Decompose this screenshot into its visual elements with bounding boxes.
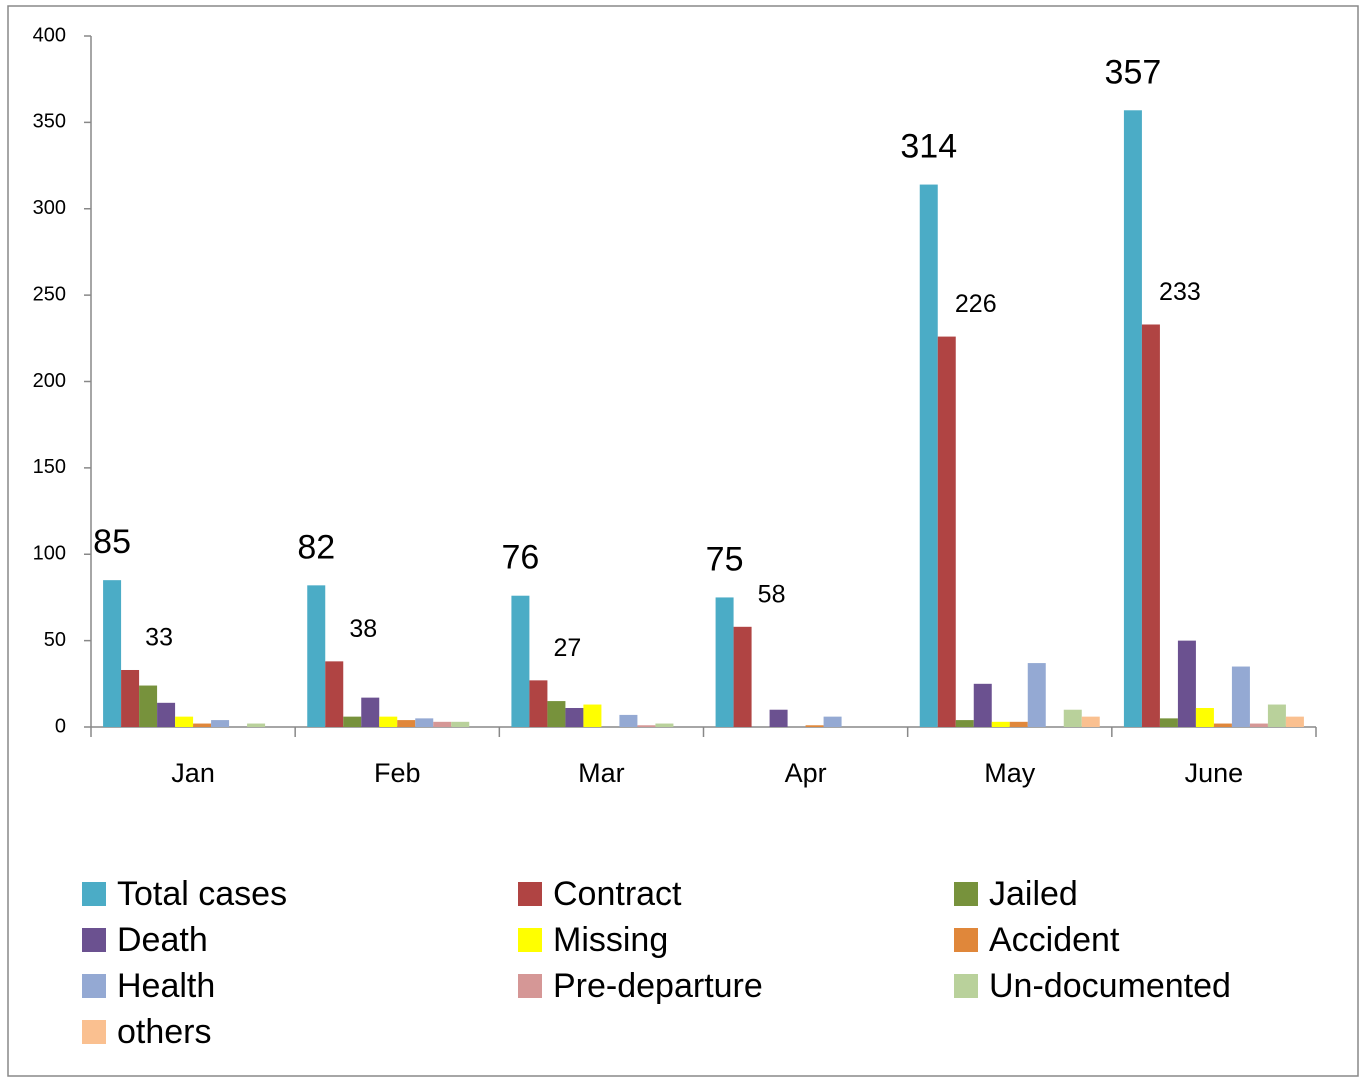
- bar: [157, 702, 176, 727]
- y-tick-label: 400: [33, 24, 66, 46]
- y-tick-label: 350: [33, 111, 66, 133]
- legend-swatch: [954, 974, 978, 998]
- x-tick-label: Feb: [374, 758, 421, 788]
- bar: [121, 669, 140, 727]
- bar: [1123, 110, 1142, 728]
- bar: [433, 721, 452, 727]
- data-label: 357: [1105, 53, 1162, 91]
- bar: [919, 184, 938, 727]
- bar: [247, 723, 266, 727]
- bar: [973, 683, 992, 727]
- data-label: 233: [1159, 278, 1201, 306]
- bar: [361, 697, 380, 727]
- bar: [451, 721, 470, 727]
- y-tick-label: 50: [44, 629, 66, 651]
- data-label: 58: [758, 580, 786, 608]
- y-tick-label: 150: [33, 456, 66, 478]
- data-label: 33: [145, 624, 173, 652]
- bar: [325, 661, 344, 727]
- data-label: 85: [93, 523, 131, 561]
- legend-label: others: [117, 1013, 212, 1051]
- bar: [415, 718, 434, 727]
- bar: [397, 720, 416, 727]
- bar: [583, 704, 602, 727]
- bar: [1081, 716, 1100, 727]
- legend-swatch: [82, 974, 106, 998]
- y-tick-label: 100: [33, 543, 66, 565]
- bar: [1159, 718, 1178, 727]
- y-tick-label: 200: [33, 370, 66, 392]
- bar: [1285, 716, 1304, 727]
- bar: [733, 626, 752, 727]
- legend-swatch: [518, 928, 542, 952]
- data-label: 82: [297, 528, 335, 566]
- bar: [139, 685, 158, 727]
- bar: [823, 716, 842, 727]
- bar: [529, 680, 548, 727]
- bar: [193, 723, 212, 727]
- bar: [1249, 723, 1268, 727]
- x-tick-label: May: [984, 758, 1036, 788]
- data-label: 76: [502, 539, 540, 577]
- legend-swatch: [82, 1020, 106, 1044]
- legend-label: Accident: [989, 921, 1120, 959]
- bar: [637, 725, 656, 727]
- bar: [1009, 721, 1028, 727]
- legend-label: Death: [117, 921, 208, 959]
- bar: [619, 714, 638, 727]
- data-label: 27: [554, 634, 582, 662]
- legend-label: Jailed: [989, 875, 1078, 913]
- data-label: 226: [955, 290, 997, 318]
- legend-label: Un-documented: [989, 967, 1231, 1005]
- x-tick-label: Apr: [785, 758, 827, 788]
- x-tick-label: June: [1185, 758, 1244, 788]
- legend-label: Pre-departure: [553, 967, 763, 1005]
- bar: [1177, 640, 1196, 727]
- data-label: 75: [706, 540, 744, 578]
- bar: [805, 725, 824, 727]
- legend-swatch: [518, 882, 542, 906]
- bar: [937, 336, 956, 727]
- legend-label: Contract: [553, 875, 682, 913]
- bar: [1141, 324, 1160, 727]
- bar: [103, 580, 122, 727]
- bar: [1195, 707, 1214, 727]
- bar: [307, 585, 326, 727]
- legend-label: Health: [117, 967, 215, 1005]
- legend-swatch: [954, 882, 978, 906]
- bar: [511, 595, 530, 727]
- legend-swatch: [82, 882, 106, 906]
- x-tick-label: Jan: [171, 758, 215, 788]
- bar: [565, 707, 584, 727]
- bar: [547, 701, 566, 727]
- bar: [655, 723, 674, 727]
- bar: [1231, 666, 1250, 727]
- bar: [175, 716, 194, 727]
- data-label: 38: [349, 615, 377, 643]
- legend-label: Total cases: [117, 875, 287, 913]
- bar: [211, 720, 230, 727]
- data-label: 314: [900, 128, 957, 166]
- bar: [769, 709, 788, 727]
- legend-swatch: [954, 928, 978, 952]
- bar: [343, 716, 362, 727]
- bar: [991, 721, 1010, 727]
- bar: [1267, 704, 1286, 727]
- bar: [379, 716, 398, 727]
- y-tick-label: 300: [33, 197, 66, 219]
- legend-swatch: [518, 974, 542, 998]
- y-tick-label: 250: [33, 283, 66, 305]
- bar: [1027, 663, 1046, 727]
- bar: [715, 597, 734, 727]
- legend-swatch: [82, 928, 106, 952]
- bar: [1063, 709, 1082, 727]
- x-tick-label: Mar: [578, 758, 625, 788]
- bar: [955, 720, 974, 727]
- y-tick-label: 0: [55, 715, 66, 737]
- legend-label: Missing: [553, 921, 668, 959]
- bar: [1213, 723, 1232, 727]
